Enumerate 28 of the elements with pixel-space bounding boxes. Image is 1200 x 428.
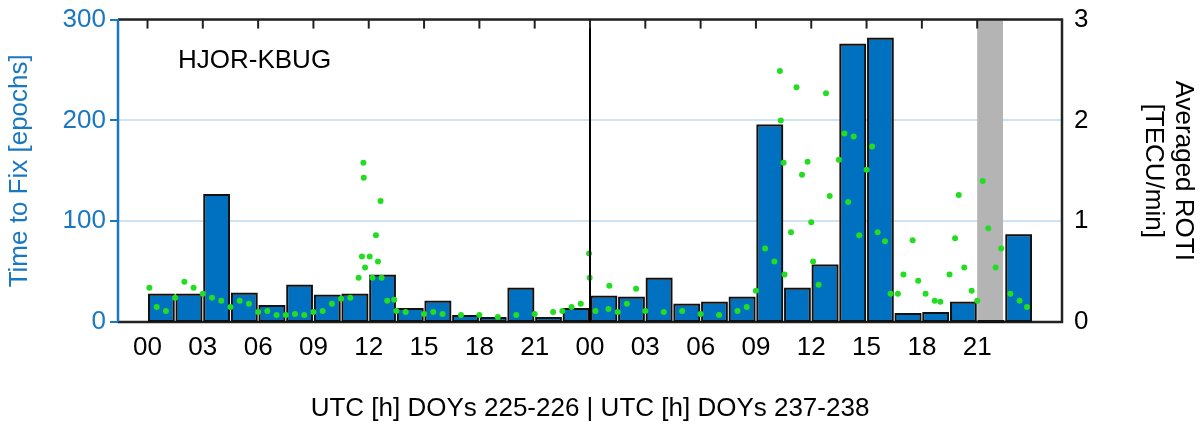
x-tick-label: 12 [796, 330, 826, 361]
x-tick-label: 03 [188, 330, 218, 361]
y2-axis-title: Averaged ROTI [TECU/min] [1139, 80, 1200, 261]
x-tick-label: 00 [133, 330, 162, 361]
x-tick-label: 09 [298, 330, 328, 361]
x-tick-label: 06 [686, 330, 716, 361]
y-tick-label: 300 [62, 2, 106, 33]
y2-tick-label: 2 [1074, 103, 1089, 134]
y-tick-label: 200 [62, 103, 106, 134]
y-axis-title: Time to Fix [epochs] [2, 54, 33, 288]
x-tick-label: 00 [575, 330, 605, 361]
y2-tick-label: 3 [1074, 2, 1089, 33]
y2-tick-label: 0 [1074, 305, 1089, 336]
x-tick-label: 18 [907, 330, 937, 361]
annotation: HJOR-KBUG [178, 43, 332, 74]
y-tick-label: 100 [62, 204, 106, 235]
x-tick-label: 03 [630, 330, 660, 361]
x-tick-label: 15 [852, 330, 882, 361]
x-tick-label: 09 [741, 330, 771, 361]
y2-tick-label: 1 [1074, 204, 1089, 235]
x-tick-label: 06 [243, 330, 273, 361]
x-tick-label: 21 [962, 330, 992, 361]
x-tick-label: 18 [464, 330, 494, 361]
y-tick-label: 0 [91, 305, 106, 336]
x-tick-label: 15 [409, 330, 439, 361]
x-axis-title: UTC [h] DOYs 225-226 | UTC [h] DOYs 237-238 [310, 391, 870, 422]
x-tick-label: 12 [354, 330, 384, 361]
x-tick-label: 21 [520, 330, 550, 361]
